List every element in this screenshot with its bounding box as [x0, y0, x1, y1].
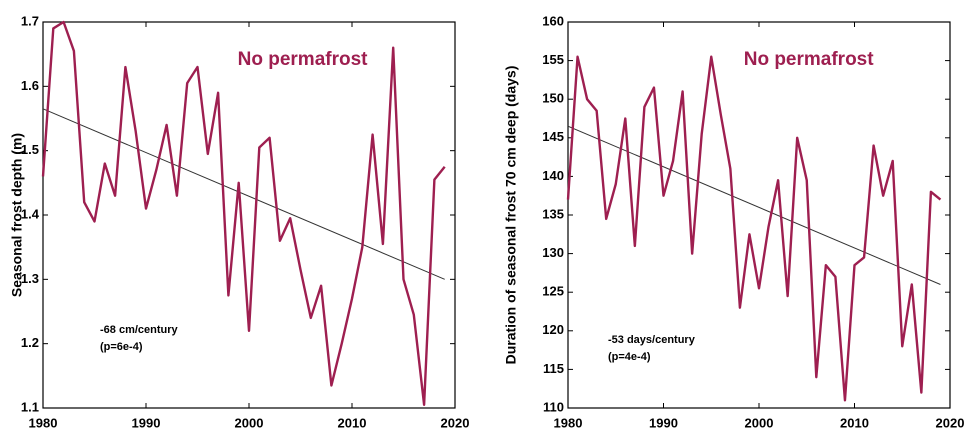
x-tick-label: 1990 — [649, 415, 678, 430]
x-tick-label: 1980 — [29, 415, 58, 430]
annotation: No permafrost — [238, 49, 369, 70]
y-tick-label: 130 — [542, 245, 564, 260]
y-tick-label: 1.7 — [21, 13, 39, 28]
x-tick-label: 2020 — [936, 415, 965, 430]
y-axis-label: Seasonal frost depth (m) — [9, 133, 25, 297]
data-line — [41, 20, 446, 406]
x-tick-label: 2000 — [745, 415, 774, 430]
y-tick-label: 140 — [542, 168, 564, 183]
y-tick-label: 1.5 — [21, 142, 39, 157]
y-tick-label: 125 — [542, 284, 564, 299]
x-tick-label: 2000 — [235, 415, 264, 430]
y-tick-label: 155 — [542, 52, 564, 67]
trend-note: -53 days/century — [608, 334, 696, 346]
trend-note: (p=4e-4) — [608, 351, 651, 363]
x-tick-label: 1990 — [132, 415, 161, 430]
y-tick-label: 120 — [542, 322, 564, 337]
y-tick-label: 160 — [542, 13, 564, 28]
y-tick-label: 1.2 — [21, 335, 39, 350]
trend-line — [42, 108, 445, 280]
trend-line — [567, 125, 941, 285]
x-tick-label: 2010 — [338, 415, 367, 430]
y-tick-label: 145 — [542, 129, 564, 144]
y-tick-label: 110 — [543, 399, 564, 414]
annotation: No permafrost — [744, 49, 875, 70]
y-tick-label: 135 — [542, 206, 564, 221]
trend-note: -68 cm/century — [100, 324, 179, 336]
trend-note: (p=6e-4) — [100, 341, 143, 353]
y-tick-label: 1.1 — [21, 399, 39, 414]
y-tick-label: 1.3 — [21, 271, 39, 286]
x-tick-label: 1980 — [554, 415, 583, 430]
data-line — [566, 55, 942, 402]
y-tick-label: 150 — [542, 91, 564, 106]
y-tick-label: 1.6 — [21, 78, 39, 93]
x-tick-label: 2020 — [441, 415, 470, 430]
y-tick-label: 115 — [543, 361, 564, 376]
y-axis-label: Duration of seasonal frost 70 cm deep (d… — [503, 66, 519, 365]
x-tick-label: 2010 — [840, 415, 869, 430]
y-tick-label: 1.4 — [21, 206, 40, 221]
